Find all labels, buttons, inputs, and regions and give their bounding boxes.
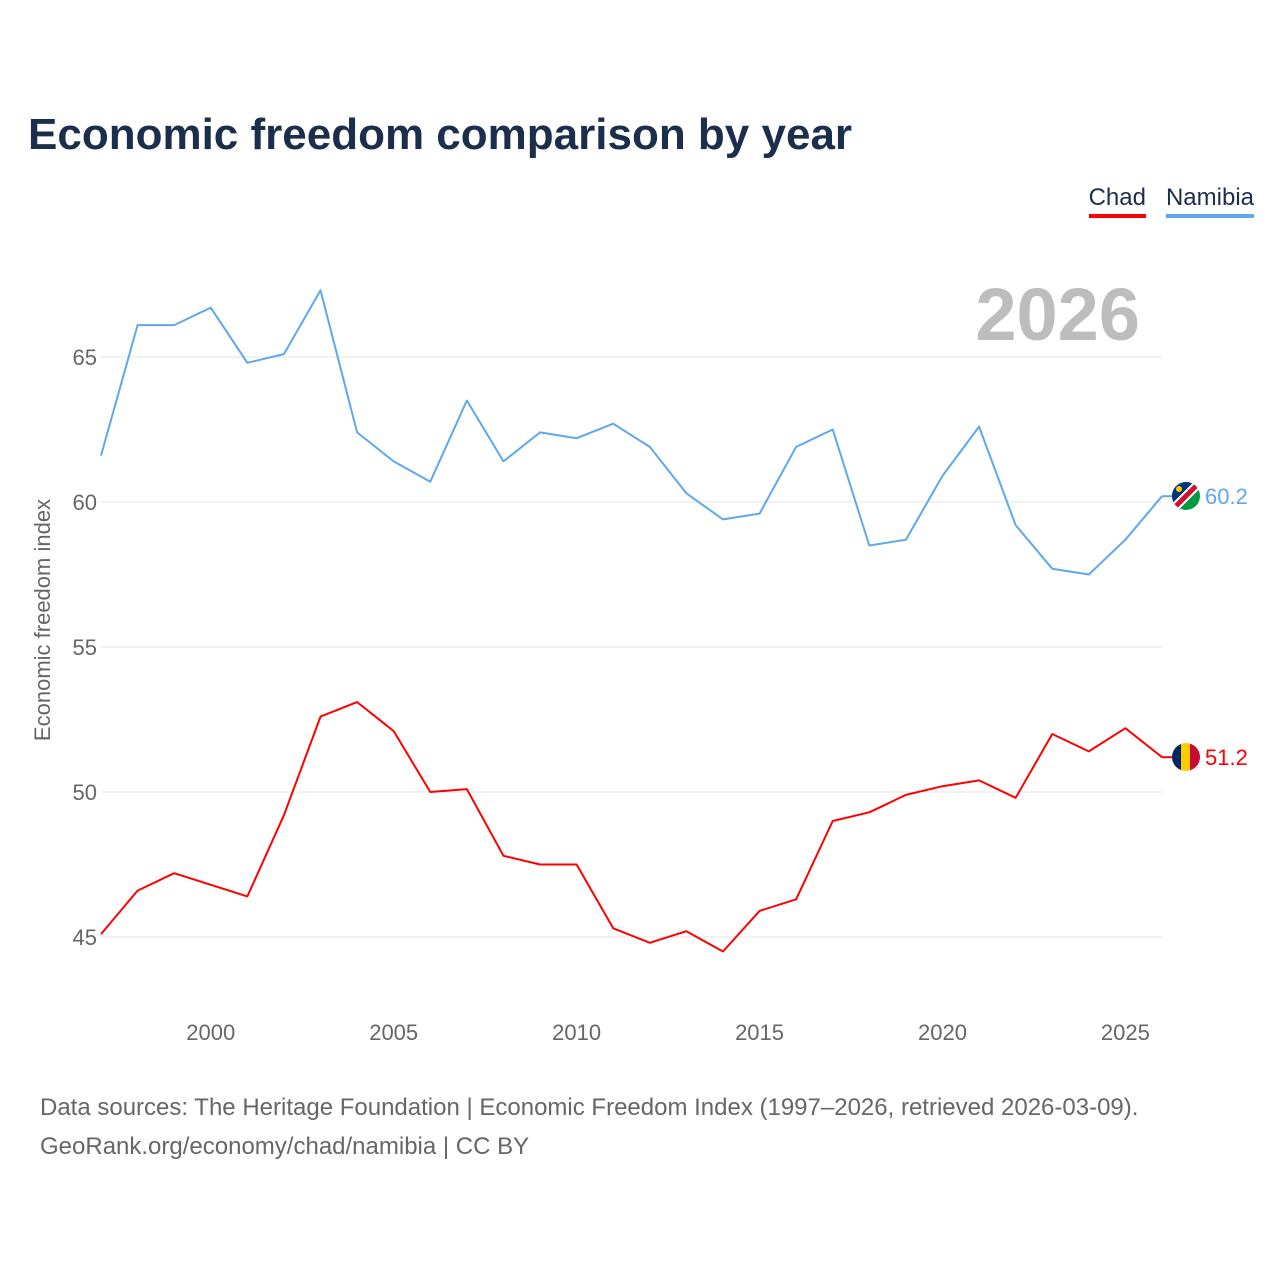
- namibia-data-point: [172, 323, 176, 327]
- namibia-data-point: [575, 436, 579, 440]
- chad-data-point: [428, 790, 432, 794]
- chad-data-point: [355, 700, 359, 704]
- y-tick-label: 55: [73, 635, 97, 660]
- source-link[interactable]: GeoRank.org/economy/chad/namibia | CC BY: [40, 1133, 530, 1160]
- x-tick-label: 2025: [1101, 1020, 1150, 1045]
- chad-data-point: [831, 819, 835, 823]
- namibia-data-point: [428, 480, 432, 484]
- chad-data-point: [867, 810, 871, 814]
- year-watermark: 2026: [975, 273, 1140, 356]
- chad-data-point: [1123, 726, 1127, 730]
- namibia-data-point: [1087, 573, 1091, 577]
- namibia-end-label: 60.2: [1205, 484, 1248, 509]
- namibia-flag-icon: [1172, 482, 1200, 510]
- namibia-data-point: [648, 445, 652, 449]
- chad-data-point: [684, 929, 688, 933]
- namibia-data-point: [794, 445, 798, 449]
- namibia-data-point: [501, 459, 505, 463]
- legend-item-namibia[interactable]: Namibia: [1165, 184, 1254, 218]
- namibia-data-point: [282, 352, 286, 356]
- chad-flag-icon: [1172, 743, 1200, 771]
- chad-data-point: [465, 787, 469, 791]
- y-axis-label: Economic freedom index: [30, 499, 55, 741]
- namibia-data-point: [940, 474, 944, 478]
- chad-data-point: [319, 715, 323, 719]
- namibia-data-point: [209, 306, 213, 310]
- data-source: Data sources: The Heritage Foundation | …: [40, 1094, 1139, 1121]
- y-tick-label: 65: [73, 345, 97, 370]
- namibia-data-point: [355, 430, 359, 434]
- x-tick-label: 2005: [369, 1020, 418, 1045]
- chad-data-point: [1050, 732, 1054, 736]
- y-tick-label: 45: [73, 925, 97, 950]
- namibia-data-point: [1050, 567, 1054, 571]
- x-tick-label: 2015: [735, 1020, 784, 1045]
- chad-data-point: [501, 854, 505, 858]
- namibia-data-point: [392, 459, 396, 463]
- chad-data-point: [538, 863, 542, 867]
- chad-data-point: [282, 813, 286, 817]
- namibia-data-point: [831, 428, 835, 432]
- namibia-series-line: [100, 289, 1163, 576]
- namibia-data-point: [1123, 538, 1127, 542]
- chad-end-label: 51.2: [1205, 745, 1248, 770]
- chart-title: Economic freedom comparison by year: [28, 110, 853, 159]
- legend-item-chad[interactable]: Chad: [1088, 184, 1146, 218]
- y-tick-label: 50: [73, 780, 97, 805]
- chad-data-point: [136, 889, 140, 893]
- chad-data-point: [1087, 749, 1091, 753]
- chad-data-point: [648, 941, 652, 945]
- footer: Data sources: The Heritage Foundation | …: [40, 1088, 1138, 1166]
- namibia-data-point: [538, 430, 542, 434]
- namibia-data-point: [758, 512, 762, 516]
- chad-data-point: [392, 729, 396, 733]
- chad-data-point: [575, 863, 579, 867]
- x-tick-label: 2000: [186, 1020, 235, 1045]
- chad-data-point: [794, 897, 798, 901]
- namibia-data-point: [611, 422, 615, 426]
- namibia-data-point: [904, 538, 908, 542]
- namibia-data-point: [721, 517, 725, 521]
- namibia-data-point: [684, 491, 688, 495]
- chad-data-point: [758, 909, 762, 913]
- chad-data-point: [721, 950, 725, 954]
- x-tick-label: 2020: [918, 1020, 967, 1045]
- chad-data-point: [977, 778, 981, 782]
- legend: Chad Namibia: [1088, 184, 1254, 218]
- namibia-data-point: [867, 544, 871, 548]
- chad-data-point: [209, 883, 213, 887]
- namibia-data-point: [977, 425, 981, 429]
- namibia-data-point: [465, 399, 469, 403]
- namibia-data-point: [1014, 523, 1018, 527]
- chad-data-point: [940, 784, 944, 788]
- x-tick-label: 2010: [552, 1020, 601, 1045]
- chad-data-point: [611, 926, 615, 930]
- chad-data-point: [245, 894, 249, 898]
- chad-data-point: [99, 932, 103, 936]
- namibia-data-point: [319, 288, 323, 292]
- chad-data-point: [1014, 796, 1018, 800]
- chad-series-line: [100, 701, 1163, 953]
- y-tick-label: 60: [73, 490, 97, 515]
- namibia-data-point: [99, 454, 103, 458]
- namibia-data-point: [245, 361, 249, 365]
- namibia-data-point: [136, 323, 140, 327]
- chad-data-point: [904, 793, 908, 797]
- chad-data-point: [172, 871, 176, 875]
